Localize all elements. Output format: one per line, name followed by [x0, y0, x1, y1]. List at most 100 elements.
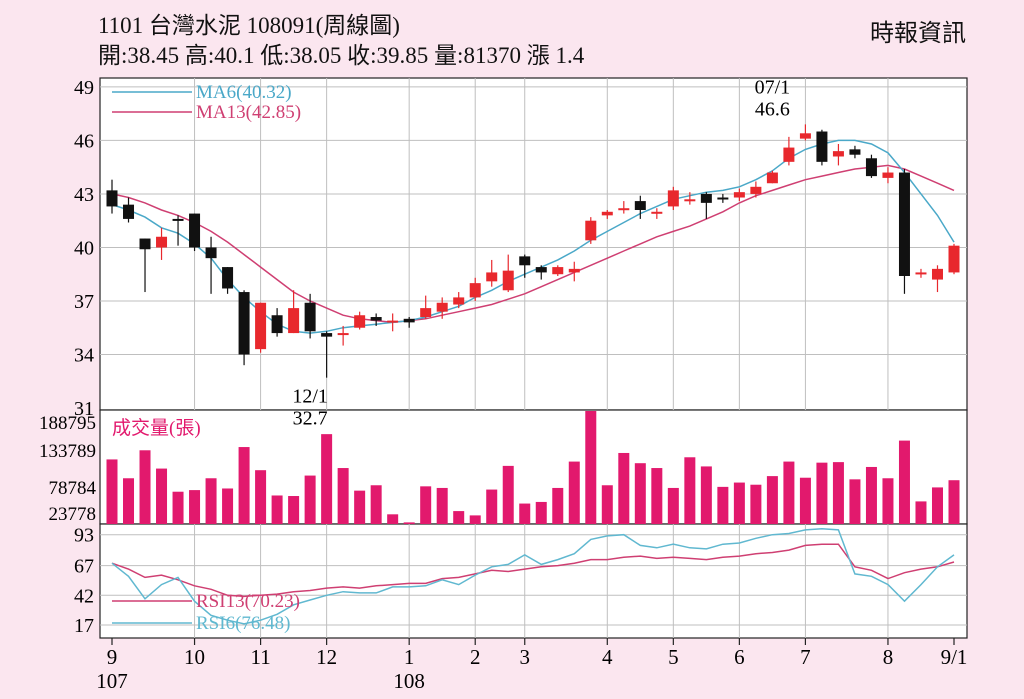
volume-bar — [469, 515, 481, 524]
rsi-tick-label: 93 — [74, 525, 94, 547]
year-label: 107 — [96, 669, 128, 693]
month-label: 8 — [883, 645, 894, 669]
volume-bar — [255, 470, 267, 524]
volume-bar — [205, 478, 217, 524]
candle-body — [849, 149, 861, 155]
price-tick-label: 49 — [74, 77, 94, 99]
candle-body — [733, 192, 745, 198]
price-tick-label: 46 — [74, 130, 94, 152]
source-label: 時報資訊 — [870, 21, 966, 47]
rsi-tick-label: 17 — [74, 615, 94, 637]
volume-bar — [667, 487, 679, 524]
month-label: 9/1 — [941, 645, 968, 669]
month-label: 2 — [470, 645, 481, 669]
candle-body — [717, 197, 729, 200]
volume-bar — [354, 490, 366, 524]
volume-bar — [700, 466, 712, 524]
candle-body — [816, 131, 828, 162]
candle-body — [667, 190, 679, 207]
candle-body — [634, 201, 646, 210]
candle-body — [139, 238, 151, 250]
candle-body — [948, 245, 960, 273]
candle-body — [882, 172, 894, 178]
candle-body — [865, 158, 877, 177]
volume-bar — [931, 487, 943, 524]
volume-bar — [552, 487, 564, 524]
volume-bar — [486, 489, 498, 524]
chart-title: 1101 台灣水泥 108091(周線圖) — [98, 13, 400, 38]
annotation-high-value: 46.6 — [755, 99, 790, 121]
volume-bar — [189, 490, 201, 524]
volume-panel-label: 成交量(張) — [112, 417, 201, 439]
candle-body — [651, 211, 663, 214]
rsi6-line — [111, 528, 955, 625]
candle-body — [931, 268, 943, 280]
volume-bar — [370, 485, 382, 524]
candle-body — [502, 270, 514, 291]
candle-body — [189, 213, 201, 248]
legend-label-ma6: MA6(40.32) — [196, 82, 292, 103]
volume-bar — [717, 486, 729, 524]
candle-body — [898, 172, 910, 276]
candle-body — [453, 297, 465, 305]
candle-body — [552, 267, 564, 275]
volume-bar — [337, 468, 349, 524]
volume-bar — [403, 522, 415, 524]
candle-body — [568, 268, 580, 273]
volume-bar — [948, 480, 960, 524]
candle-body — [799, 133, 811, 139]
volume-bar — [156, 468, 168, 524]
annotation-high-date: 07/1 — [755, 77, 791, 99]
volume-bar — [618, 452, 630, 524]
volume-bar — [750, 484, 762, 524]
volume-bar — [816, 462, 828, 524]
volume-bar — [766, 476, 778, 524]
candle-body — [618, 208, 630, 211]
month-label: 6 — [734, 645, 745, 669]
volume-bar — [601, 485, 613, 524]
volume-bar — [651, 468, 663, 524]
volume-bar — [882, 478, 894, 524]
candle-body — [684, 199, 696, 202]
rsi-tick-label: 42 — [74, 585, 94, 607]
candle-body — [700, 193, 712, 203]
volume-bar — [783, 461, 795, 524]
candle-body — [535, 267, 547, 273]
volume-bar — [684, 457, 696, 524]
candle-body — [486, 272, 498, 282]
volume-tick-label: 188795 — [39, 413, 96, 434]
month-label: 5 — [668, 645, 679, 669]
candle-body — [288, 308, 300, 334]
candle-body — [271, 315, 283, 334]
volume-bar — [535, 501, 547, 524]
volume-bar — [568, 461, 580, 524]
candle-body — [519, 256, 531, 266]
candle-body — [403, 318, 415, 323]
candle-body — [156, 236, 168, 248]
annotation-low-date: 12/1 — [292, 386, 328, 408]
volume-bar — [304, 475, 316, 524]
ma6-line — [111, 139, 955, 334]
volume-bar — [222, 488, 234, 524]
volume-bar — [123, 478, 135, 524]
rsi-panel: 93 67 42 17 RSI13(70.23)RSI6(76.48) — [74, 525, 955, 637]
month-label: 12 — [316, 645, 337, 669]
volume-bar — [420, 486, 432, 524]
volume-bar — [387, 514, 399, 524]
volume-bar — [453, 511, 465, 524]
price-tick-label: 31 — [74, 398, 94, 420]
candle-body — [750, 186, 762, 194]
candle-body — [205, 247, 217, 259]
volume-bar — [915, 501, 927, 524]
volume-bar — [502, 465, 514, 524]
volume-bar — [832, 462, 844, 524]
price-tick-label: 40 — [74, 237, 94, 259]
volume-bar — [436, 487, 448, 524]
month-label: 3 — [519, 645, 530, 669]
price-tick-label: 34 — [74, 344, 94, 366]
volume-bar — [585, 411, 597, 524]
month-label: 1 — [404, 645, 415, 669]
